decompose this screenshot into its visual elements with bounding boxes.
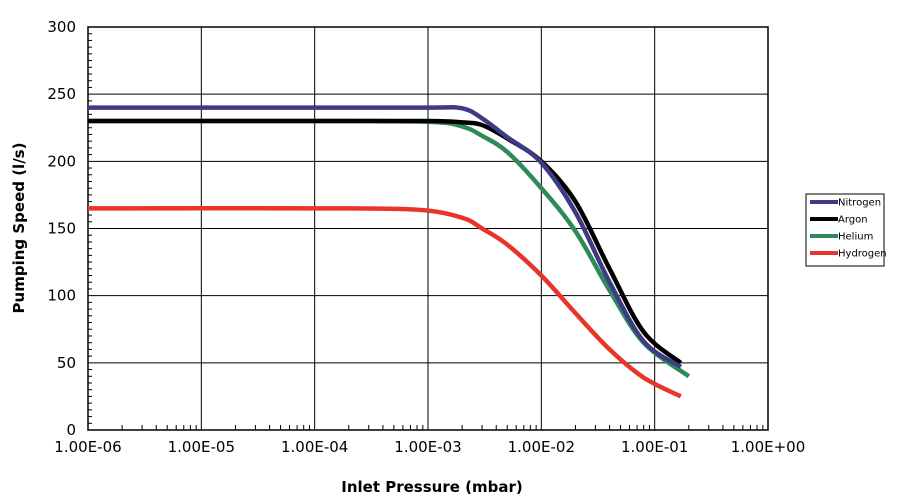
y-tick-label: 50 (57, 354, 76, 372)
x-axis-title: Inlet Pressure (mbar) (341, 478, 522, 496)
x-tick-label: 1.00E-01 (621, 438, 688, 456)
y-tick-label: 150 (47, 220, 76, 238)
legend-label-hydrogen: Hydrogen (838, 249, 887, 260)
x-tick-label: 1.00E-02 (508, 438, 575, 456)
y-tick-label: 250 (47, 85, 76, 103)
legend-label-nitrogen: Nitrogen (838, 198, 881, 209)
x-tick-label: 1.00E-03 (394, 438, 461, 456)
y-tick-label: 0 (66, 421, 76, 439)
x-tick-label: 1.00E-06 (54, 438, 121, 456)
y-axis-title: Pumping Speed (l/s) (10, 143, 28, 314)
legend-label-argon: Argon (838, 215, 868, 226)
y-tick-label: 100 (47, 287, 76, 305)
legend: Nitrogen Argon Helium Hydrogen (806, 194, 887, 266)
x-tick-label: 1.00E-04 (281, 438, 348, 456)
y-tick-label: 300 (47, 18, 76, 36)
legend-label-helium: Helium (838, 232, 873, 243)
y-tick-label: 200 (47, 152, 76, 170)
x-tick-label: 1.00E-05 (168, 438, 235, 456)
x-tick-label: 1.00E+00 (731, 438, 806, 456)
